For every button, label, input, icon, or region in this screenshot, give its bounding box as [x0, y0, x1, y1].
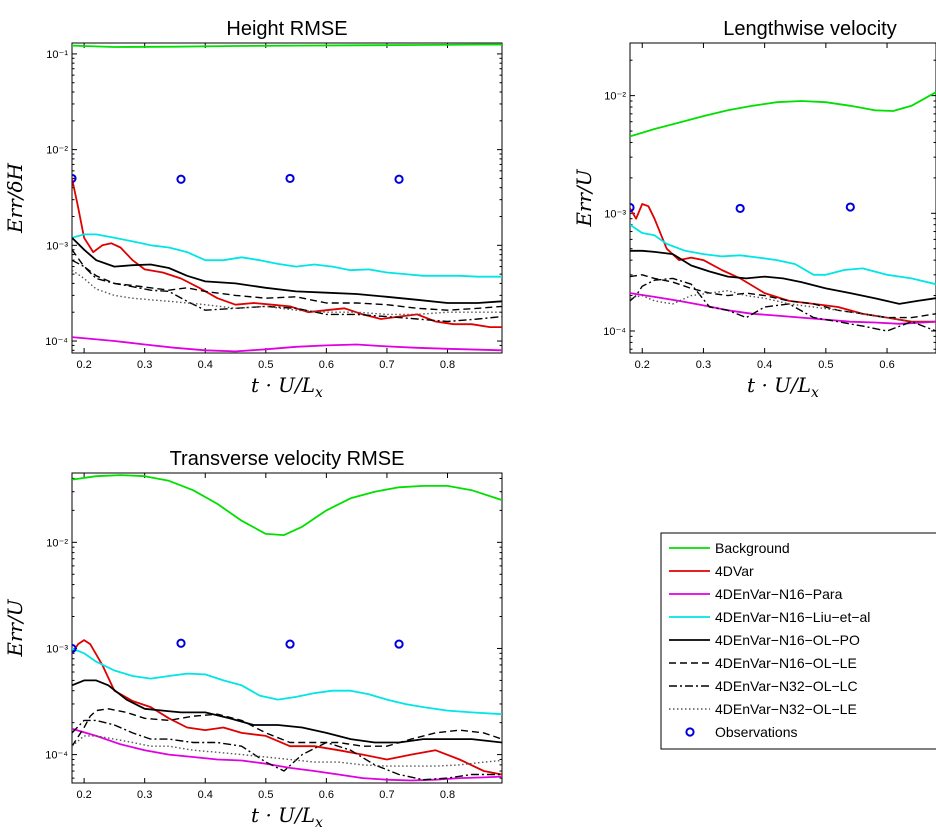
observation-marker: [72, 173, 77, 184]
series-line-background: [72, 43, 502, 48]
x-tick-label: 0.4: [198, 789, 213, 801]
series-line-4dvar: [72, 178, 502, 328]
observation-marker: [176, 638, 186, 648]
y-tick-label: 10⁻⁴: [45, 750, 68, 762]
x-tick-label: 0.7: [379, 789, 394, 801]
series-line-4denvar-n16-para: [630, 292, 936, 325]
x-tick-label: 0.2: [76, 789, 91, 801]
observation-marker: [394, 174, 404, 184]
y-axis-label: Err/δH: [3, 162, 27, 234]
legend-label: 4DEnVar−N16−OL−PO: [715, 632, 860, 648]
series-line-4denvar-n16-ol-le: [72, 708, 502, 747]
x-tick-label: 0.3: [137, 359, 152, 371]
y-tick-label: 10⁻³: [604, 208, 626, 220]
series-line-4dvar: [72, 639, 502, 776]
x-tick-label: 0.3: [137, 789, 152, 801]
series-line-background: [630, 91, 936, 138]
observation-marker: [845, 202, 855, 212]
series-line-4denvar-n16-liu-et-al: [72, 233, 502, 278]
legend-frame: [660, 532, 936, 750]
observation-marker: [285, 173, 295, 184]
y-tick-label: 10⁻¹: [46, 49, 68, 61]
observation-marker: [285, 639, 295, 649]
y-tick-label: 10⁻³: [46, 643, 68, 655]
legend: Background 4DVar 4DEnVar−N16−Para 4DEnVar−N…: [660, 532, 936, 750]
lengthwise-velocity-panel: Lengthwise velocity 0.2 0.3 0.4 0.5 0.6 10⁻⁴ 10…: [572, 18, 936, 401]
x-axis-label: t · U/Lx: [747, 373, 819, 401]
x-tick-label: 0.5: [258, 789, 273, 801]
x-tick-label: 0.5: [258, 359, 273, 371]
series-line-background: [72, 474, 502, 536]
legend-marker: [685, 727, 695, 737]
chart-title: Height RMSE: [226, 18, 347, 40]
x-axis-label: t · U/Lx: [251, 373, 323, 401]
x-tick-label: 0.3: [696, 359, 711, 371]
series-line-4denvar-n16-liu-et-al: [72, 647, 502, 716]
plot-area: [71, 472, 503, 784]
observation-marker: [394, 639, 404, 649]
legend-label: 4DEnVar−N16−Para: [715, 586, 843, 602]
series-group: [630, 91, 936, 332]
series-line-4denvar-n32-ol-lc: [72, 259, 502, 323]
legend-label: 4DEnVar−N16−Liu−et−al: [715, 609, 870, 625]
x-tick-label: 0.4: [757, 359, 772, 371]
observation-marker: [504, 174, 511, 181]
series-line-4denvar-n16-liu-et-al: [630, 223, 936, 286]
x-tick-label: 0.5: [818, 359, 833, 371]
observation-marker: [630, 202, 635, 213]
legend-label: Background: [715, 540, 790, 556]
x-tick-label: 0.7: [379, 359, 394, 371]
x-tick-label: 0.6: [319, 789, 334, 801]
series-line-4denvar-n16-para: [72, 336, 502, 353]
y-tick-label: 10⁻²: [46, 537, 68, 549]
series-line-4denvar-n16-ol-le: [630, 274, 936, 319]
y-axis-label: Err/U: [572, 168, 596, 227]
x-tick-label: 0.4: [198, 359, 213, 371]
plot-area: [629, 42, 936, 354]
observation-marker: [176, 174, 186, 184]
series-line-4denvar-n16-ol-po: [72, 679, 502, 744]
series-line-4denvar-n16-ol-po: [630, 249, 936, 305]
y-tick-label: 10⁻²: [604, 91, 626, 103]
y-tick-label: 10⁻³: [46, 240, 68, 252]
x-tick-label: 0.6: [879, 359, 894, 371]
y-tick-label: 10⁻²: [46, 145, 68, 157]
legend-label: 4DEnVar−N16−OL−LE: [715, 655, 857, 671]
transverse-velocity-panel: Transverse velocity RMSE 0.2 0.3 0.4 0.5 0.6 0…: [3, 448, 511, 831]
y-tick-label: 10⁻⁴: [603, 326, 626, 338]
series-line-4denvar-n16-ol-po: [72, 237, 502, 304]
x-tick-label: 0.8: [440, 359, 455, 371]
chart-title: Transverse velocity RMSE: [170, 448, 405, 470]
x-axis-label: t · U/Lx: [251, 803, 323, 831]
x-tick-label: 0.2: [76, 359, 91, 371]
y-axis-label: Err/U: [3, 598, 27, 657]
x-tick-label: 0.8: [440, 789, 455, 801]
legend-label: 4DEnVar−N32−OL−LE: [715, 701, 857, 717]
legend-label: Observations: [715, 724, 797, 740]
x-tick-label: 0.6: [319, 359, 334, 371]
legend-label: 4DEnVar−N32−OL−LC: [715, 678, 858, 694]
series-group: [72, 474, 511, 782]
y-tick-label: 10⁻⁴: [45, 336, 68, 348]
series-line-4denvar-n32-ol-lc: [630, 277, 936, 332]
observation-marker: [735, 203, 745, 214]
series-line-4denvar-n16-para: [72, 727, 502, 782]
observation-marker: [504, 640, 511, 647]
observation-marker: [72, 643, 77, 654]
series-line-4denvar-n32-ol-le: [72, 735, 502, 767]
series-line-4denvar-n32-ol-lc: [72, 719, 502, 781]
x-tick-label: 0.2: [635, 359, 650, 371]
chart-title: Lengthwise velocity: [723, 18, 896, 40]
series-group: [72, 43, 511, 353]
legend-label: 4DVar: [715, 563, 754, 579]
height-rmse-panel: Height RMSE 0.2 0.3 0.4 0.5 0.6 0.7 0.8 10⁻⁴ 10⁻³…: [3, 18, 511, 401]
